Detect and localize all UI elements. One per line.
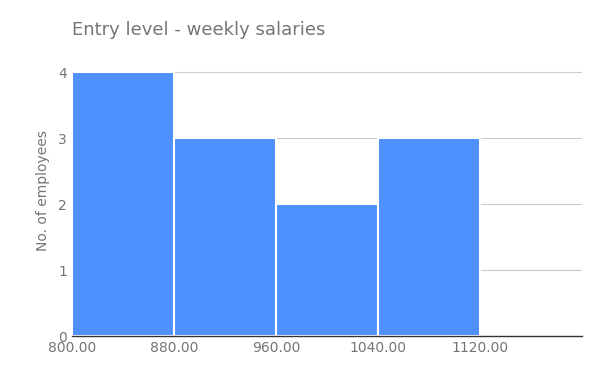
Bar <box>378 138 480 336</box>
Y-axis label: No. of employees: No. of employees <box>36 131 50 251</box>
Bar <box>72 72 174 336</box>
Text: Entry level - weekly salaries: Entry level - weekly salaries <box>72 21 325 39</box>
Bar <box>174 138 276 336</box>
Bar <box>276 204 378 336</box>
